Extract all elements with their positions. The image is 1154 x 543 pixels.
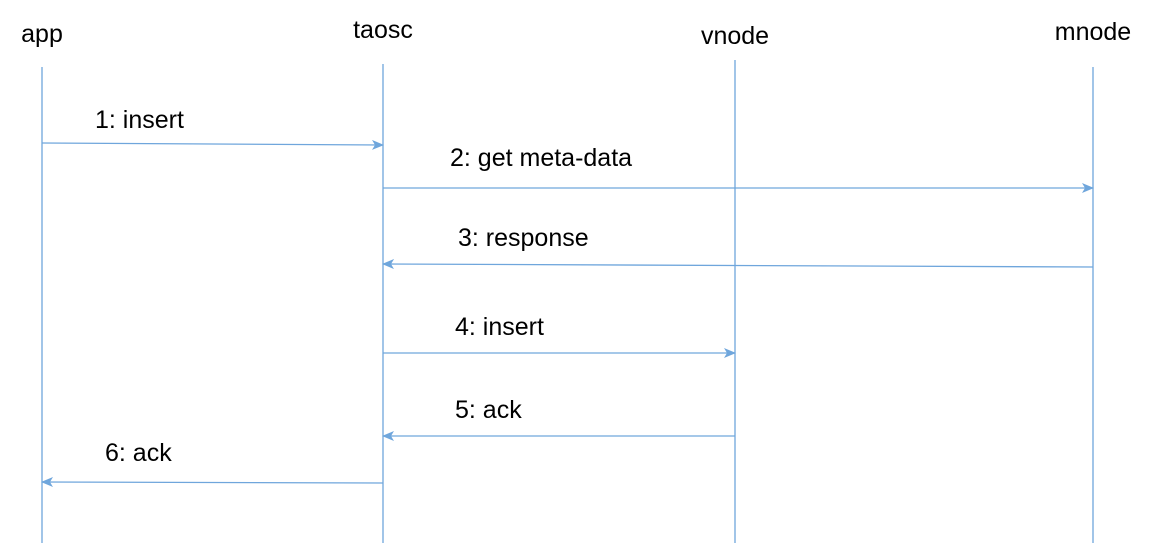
message-label-4: 4: insert [455, 313, 544, 341]
message-arrow-6 [41, 477, 384, 488]
participant-label-vnode: vnode [701, 22, 769, 50]
message-label-6: 6: ack [105, 439, 172, 467]
message-label-2: 2: get meta-data [450, 144, 632, 172]
message-arrow-1 [41, 139, 384, 150]
participant-label-taosc: taosc [353, 16, 413, 44]
message-label-1: 1: insert [95, 106, 184, 134]
message-arrow-3 [382, 259, 1094, 270]
participant-label-app: app [21, 20, 63, 48]
message-label-5: 5: ack [455, 396, 522, 424]
message-label-3: 3: response [458, 224, 589, 252]
participant-label-mnode: mnode [1055, 18, 1131, 46]
